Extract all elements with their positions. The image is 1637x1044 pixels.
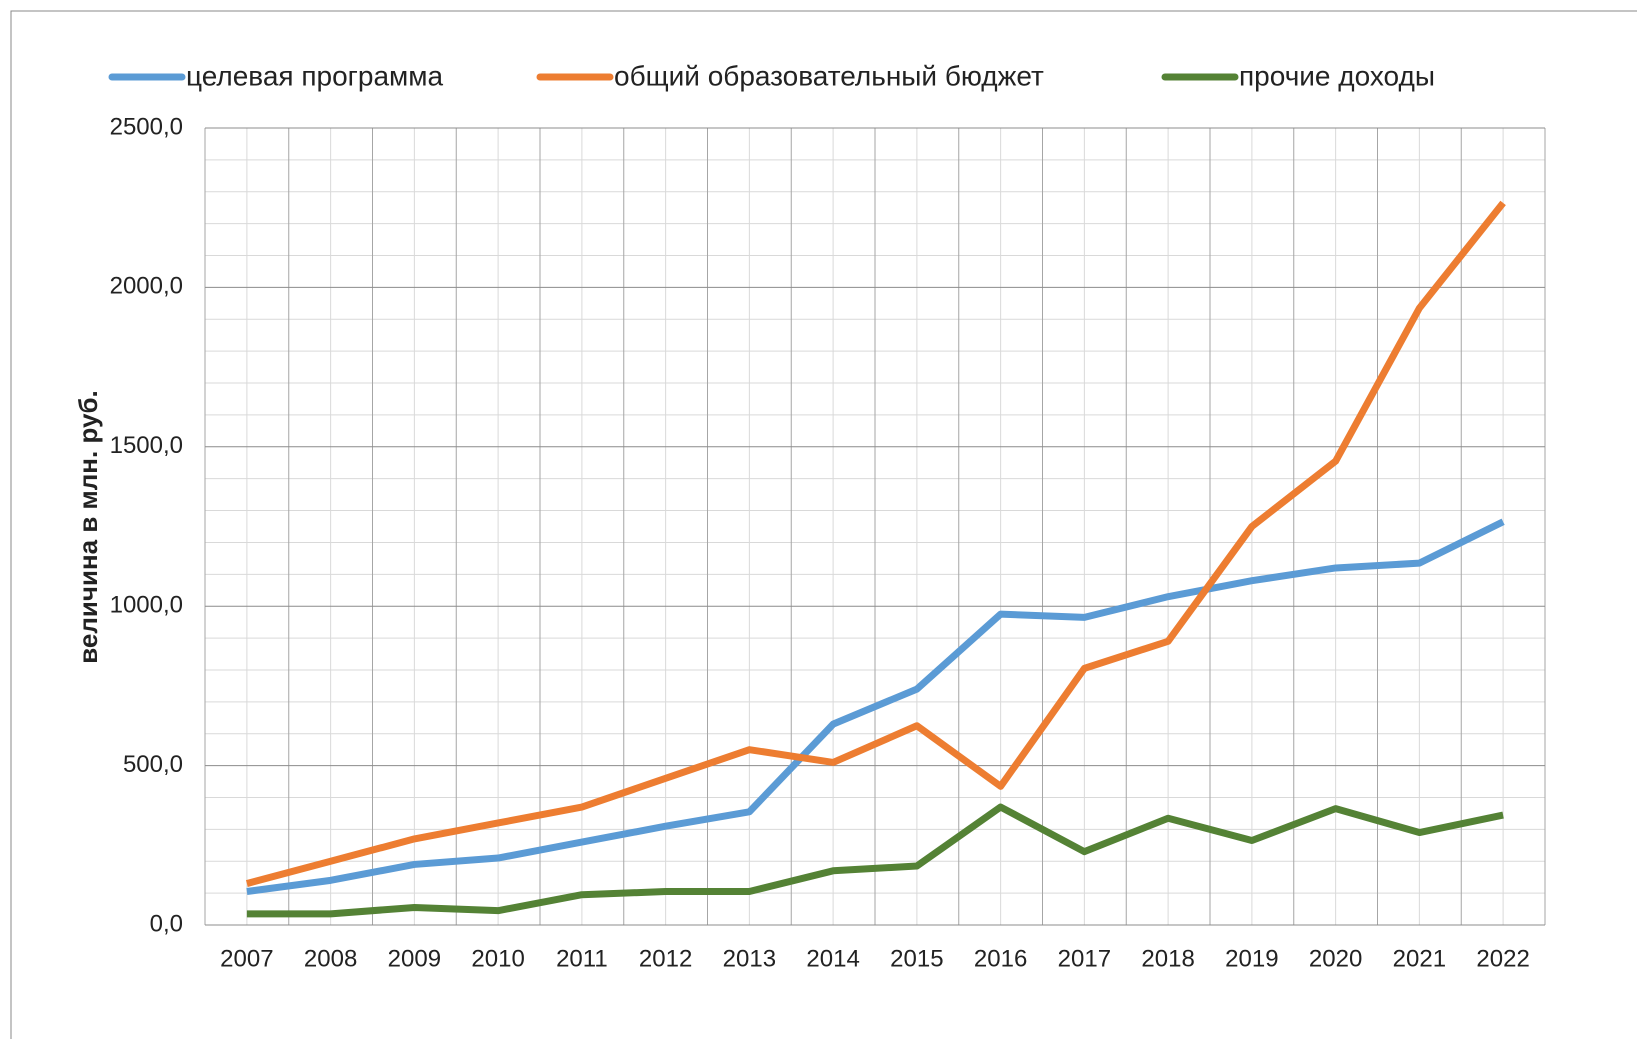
x-tick-label: 2022	[1476, 945, 1529, 972]
y-tick-label: 500,0	[123, 751, 183, 778]
chart-border	[10, 10, 1637, 1044]
x-tick-label: 2012	[639, 945, 692, 972]
y-tick-label: 1000,0	[110, 592, 183, 619]
x-tick-label: 2017	[1058, 945, 1111, 972]
x-tick-label: 2014	[806, 945, 859, 972]
x-tick-label: 2007	[220, 945, 273, 972]
y-axis-label: величина в млн. руб.	[73, 390, 103, 663]
x-tick-label: 2008	[304, 945, 357, 972]
x-tick-label: 2016	[974, 945, 1027, 972]
x-tick-label: 2015	[890, 945, 943, 972]
x-tick-label: 2020	[1309, 945, 1362, 972]
x-tick-label: 2011	[556, 945, 608, 972]
legend-label: прочие доходы	[1239, 60, 1435, 91]
y-tick-label: 0,0	[150, 910, 183, 937]
series-line	[245, 200, 1506, 887]
x-tick-label: 2009	[388, 945, 441, 972]
x-tick-label: 2021	[1393, 945, 1446, 972]
legend-label: общий образовательный бюджет	[614, 60, 1044, 91]
legend-label: целевая программа	[186, 60, 444, 91]
x-tick-label: 2013	[723, 945, 776, 972]
x-tick-label: 2010	[471, 945, 524, 972]
x-tick-label: 2019	[1225, 945, 1278, 972]
y-tick-label: 2000,0	[110, 273, 183, 300]
y-tick-label: 1500,0	[110, 432, 183, 459]
series-line	[246, 803, 1504, 918]
series-line	[246, 518, 1505, 895]
y-tick-label: 2500,0	[110, 113, 183, 140]
x-tick-label: 2018	[1141, 945, 1194, 972]
